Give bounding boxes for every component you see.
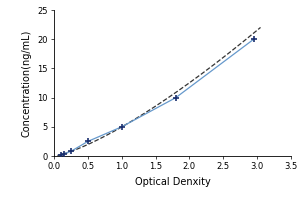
Y-axis label: Concentration(ng/mL): Concentration(ng/mL) — [22, 29, 32, 137]
X-axis label: Optical Denxity: Optical Denxity — [135, 177, 210, 187]
